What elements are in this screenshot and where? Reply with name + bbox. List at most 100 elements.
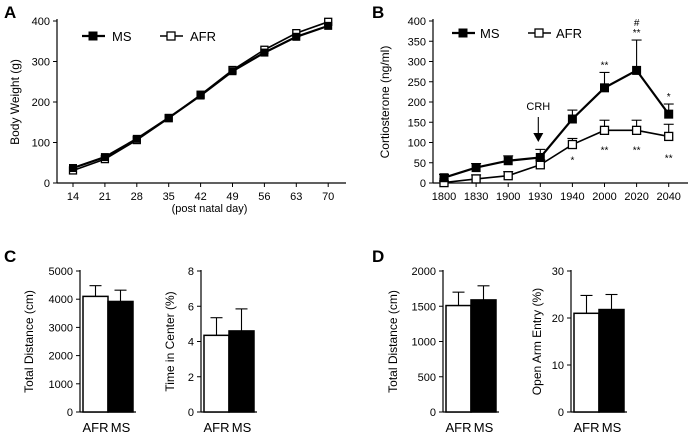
y-tick-label: 150 <box>408 117 426 129</box>
data-point-ms <box>69 164 77 173</box>
significance-afr: ** <box>633 145 641 156</box>
y-tick-label: 0 <box>558 407 564 419</box>
y-tick-label: 0 <box>420 178 426 190</box>
x-tick-label: 49 <box>226 191 238 203</box>
y-tick-label: 500 <box>418 372 436 384</box>
data-point-ms <box>503 156 513 166</box>
y-axis-label: Cortiosterone (ng/ml) <box>378 46 392 159</box>
series-line-afr <box>443 129 669 184</box>
x-tick-label: 1800 <box>432 191 456 203</box>
y-tick-label: 50 <box>414 158 426 170</box>
data-point-afr <box>664 131 674 142</box>
y-axis-label: Time in Center (%) <box>163 291 177 391</box>
legend-label-ms: MS <box>112 29 132 44</box>
category-label: MS <box>232 420 252 435</box>
legend-marker-ms <box>88 31 98 41</box>
bar-afr <box>203 334 230 413</box>
category-label: AFR <box>574 420 600 435</box>
x-tick-label: 2040 <box>656 191 680 203</box>
y-tick-label: 350 <box>408 36 426 48</box>
y-tick-label: 300 <box>408 57 426 69</box>
data-point-ms <box>600 83 609 93</box>
data-point-ms <box>292 32 301 41</box>
x-tick-label: 1830 <box>464 191 488 203</box>
bar-afr <box>82 295 109 413</box>
panel-label-d: D <box>372 247 384 266</box>
data-point-ms <box>471 163 481 173</box>
x-tick-label: 21 <box>99 191 111 203</box>
y-tick-label: 2000 <box>412 266 436 278</box>
y-tick-label: 400 <box>408 16 426 28</box>
legend-label-afr: AFR <box>556 26 582 41</box>
legend-label-ms: MS <box>480 26 500 41</box>
y-tick-label: 10 <box>552 360 564 372</box>
legend-marker-ms <box>458 28 468 38</box>
chart-d-open-arm-entry: 0 10 20 30 AFR MS Open Arm Entry (%) <box>530 266 627 435</box>
x-tick-label: 28 <box>131 191 143 203</box>
y-axis-label: Body Weight (g) <box>8 59 22 145</box>
category-label: MS <box>111 420 131 435</box>
panel-label-a: A <box>4 3 16 22</box>
y-tick-label: 20 <box>552 313 564 325</box>
significance-ms: ** <box>601 60 609 71</box>
significance-ms: ** <box>633 28 641 39</box>
category-label: AFR <box>446 420 472 435</box>
y-tick-label: 2 <box>188 372 194 384</box>
y-tick-label: 3000 <box>49 322 73 334</box>
legend-marker-afr <box>166 31 176 41</box>
y-tick-label: 200 <box>32 97 50 109</box>
bar-ms <box>107 300 134 413</box>
significance-ms: # <box>634 18 640 29</box>
y-tick-label: 2000 <box>49 351 73 363</box>
y-tick-label: 300 <box>32 57 50 69</box>
y-tick-label: 0 <box>44 178 50 190</box>
panel-label-b: B <box>372 3 384 22</box>
panel-label-c: C <box>4 247 16 266</box>
data-point-ms <box>100 153 109 162</box>
y-tick-label: 0 <box>430 407 436 419</box>
x-tick-label: 2000 <box>592 191 616 203</box>
y-tick-label: 1000 <box>49 379 73 391</box>
chart-d-total-distance: 0 500 1000 1500 2000 AFR MS Total Distance (cm) <box>386 266 499 435</box>
series-line-ms <box>443 68 670 179</box>
x-tick-label: 1940 <box>560 191 584 203</box>
y-tick-label: 0 <box>188 407 194 419</box>
bar-ms <box>228 330 255 413</box>
significance-afr: ** <box>601 145 609 156</box>
y-tick-label: 6 <box>188 301 194 313</box>
data-point-afr <box>471 174 481 184</box>
y-axis-label: Total Distance (cm) <box>386 290 400 393</box>
y-tick-label: 0 <box>67 407 73 419</box>
y-tick-label: 4 <box>188 337 194 349</box>
bar-afr <box>573 312 600 413</box>
x-tick-label: 70 <box>322 191 334 203</box>
y-tick-label: 1000 <box>412 337 436 349</box>
y-tick-label: 30 <box>552 266 564 278</box>
data-point-ms <box>324 21 333 30</box>
category-label: AFR <box>204 420 230 435</box>
y-tick-label: 4000 <box>49 294 73 306</box>
chart-body-weight: 0 100 200 300 400 14 21 28 35 42 49 56 63 70 Body Weig… <box>8 16 346 215</box>
data-point-ms <box>664 109 674 119</box>
chart-corticosterone: 0 50 100 150 200 250 300 350 400 1800 1830 1900 1930… <box>378 16 688 203</box>
significance-afr: * <box>570 156 574 167</box>
category-label: MS <box>602 420 622 435</box>
category-label: AFR <box>83 420 109 435</box>
y-tick-label: 5000 <box>49 266 73 278</box>
x-tick-label: 63 <box>290 191 302 203</box>
bar-ms <box>598 308 625 413</box>
data-point-ms <box>535 152 545 162</box>
data-point-ms <box>228 67 237 76</box>
data-point-afr <box>503 171 513 181</box>
x-tick-label: 1930 <box>528 191 552 203</box>
data-point-afr <box>631 125 642 135</box>
data-point-ms <box>164 113 173 122</box>
y-tick-label: 100 <box>408 138 426 150</box>
y-axis-label: Total Distance (cm) <box>22 290 36 393</box>
crh-arrow-head <box>533 133 544 142</box>
x-axis-label: (post natal day) <box>172 203 248 215</box>
y-tick-label: 100 <box>32 138 50 150</box>
significance-afr: ** <box>665 154 673 165</box>
crh-annotation: CRH <box>526 101 550 113</box>
bar-afr <box>445 304 472 413</box>
